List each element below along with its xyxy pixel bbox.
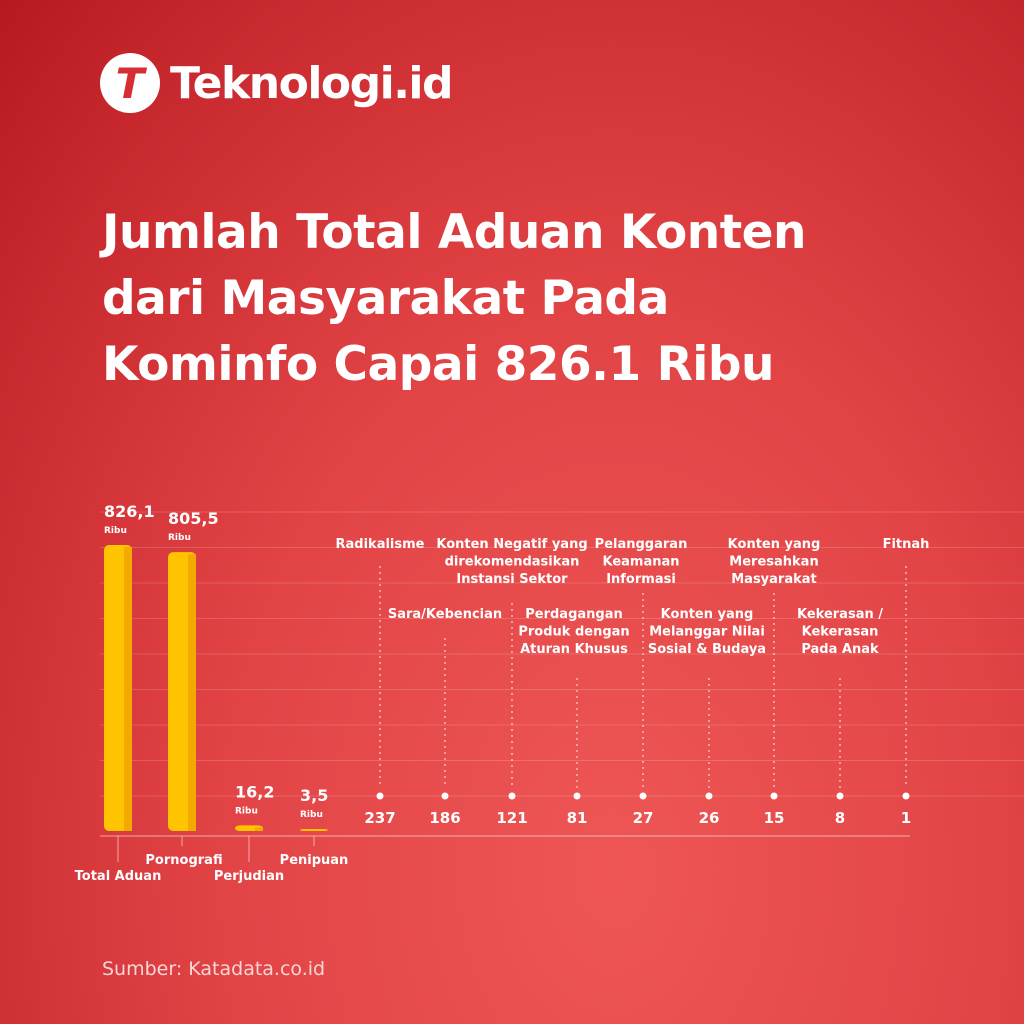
bar-unit-label: Ribu xyxy=(104,526,127,536)
data-point xyxy=(902,792,910,800)
bar xyxy=(300,829,328,831)
point-category-label: Kekerasan / xyxy=(797,607,883,622)
data-point xyxy=(770,792,778,800)
data-point xyxy=(705,792,713,800)
point-category-label: Fitnah xyxy=(883,537,930,552)
point-value-label: 15 xyxy=(764,809,785,827)
point-value-label: 237 xyxy=(364,809,395,827)
data-point xyxy=(376,792,384,800)
brand-header: T Teknologi.id xyxy=(100,52,454,114)
bar-value-label: 826,1 xyxy=(104,502,155,521)
bar-shade xyxy=(188,554,196,831)
bar-category-label: Perjudian xyxy=(214,869,284,884)
bar-value-label: 805,5 xyxy=(168,509,219,528)
bar-value-label: 16,2 xyxy=(235,782,274,801)
bar-value-label: 3,5 xyxy=(300,786,328,805)
bar-shade xyxy=(124,547,132,831)
bar-category-label: Total Aduan xyxy=(75,869,162,884)
bar-category-label: Pornografi xyxy=(145,853,222,868)
point-value-label: 26 xyxy=(699,809,720,827)
point-category-label: Meresahkan xyxy=(729,555,818,570)
point-category-label: Kekerasan xyxy=(802,625,879,640)
bar-shade xyxy=(255,827,263,831)
point-category-label: Masyarakat xyxy=(731,572,817,587)
point-category-label: Aturan Khusus xyxy=(520,642,628,657)
bar-category-label: Penipuan xyxy=(280,853,349,868)
point-category-label: Pelanggaran xyxy=(595,537,688,552)
point-category-label: Perdagangan xyxy=(525,607,623,622)
point-value-label: 121 xyxy=(496,809,527,827)
point-category-label: Informasi xyxy=(606,572,676,587)
data-point xyxy=(573,792,581,800)
data-point xyxy=(639,792,647,800)
point-value-label: 27 xyxy=(633,809,654,827)
bar-unit-label: Ribu xyxy=(235,806,258,816)
point-category-label: Produk dengan xyxy=(518,625,629,640)
point-category-label: Melanggar Nilai xyxy=(649,625,765,640)
bar-unit-label: Ribu xyxy=(168,533,191,543)
point-value-label: 8 xyxy=(835,809,845,827)
title-line-2: dari Masyarakat Pada xyxy=(102,271,669,326)
point-category-label: direkomendasikan xyxy=(445,555,580,570)
bar-unit-label: Ribu xyxy=(300,810,323,820)
page-title: Jumlah Total Aduan Konten dari Masyaraka… xyxy=(102,200,982,398)
point-value-label: 1 xyxy=(901,809,911,827)
point-category-label: Instansi Sektor xyxy=(456,572,568,587)
point-category-label: Sara/Kebencian xyxy=(388,607,502,622)
brand-logo-icon: T xyxy=(100,53,160,113)
source-note: Sumber: Katadata.co.id xyxy=(102,958,326,980)
point-category-label: Konten yang xyxy=(661,607,754,622)
data-point xyxy=(441,792,449,800)
title-line-3: Kominfo Capai 826.1 Ribu xyxy=(102,337,775,392)
point-category-label: Keamanan xyxy=(602,555,679,570)
point-category-label: Radikalisme xyxy=(336,537,425,552)
point-category-label: Konten yang xyxy=(728,537,821,552)
point-value-label: 81 xyxy=(567,809,588,827)
title-line-1: Jumlah Total Aduan Konten xyxy=(102,205,807,260)
point-category-label: Konten Negatif yang xyxy=(436,537,587,552)
data-point xyxy=(836,792,844,800)
data-point xyxy=(508,792,516,800)
point-value-label: 186 xyxy=(429,809,460,827)
point-category-label: Pada Anak xyxy=(801,642,879,657)
point-category-label: Sosial & Budaya xyxy=(648,642,766,657)
brand-name: Teknologi.id xyxy=(170,57,454,109)
